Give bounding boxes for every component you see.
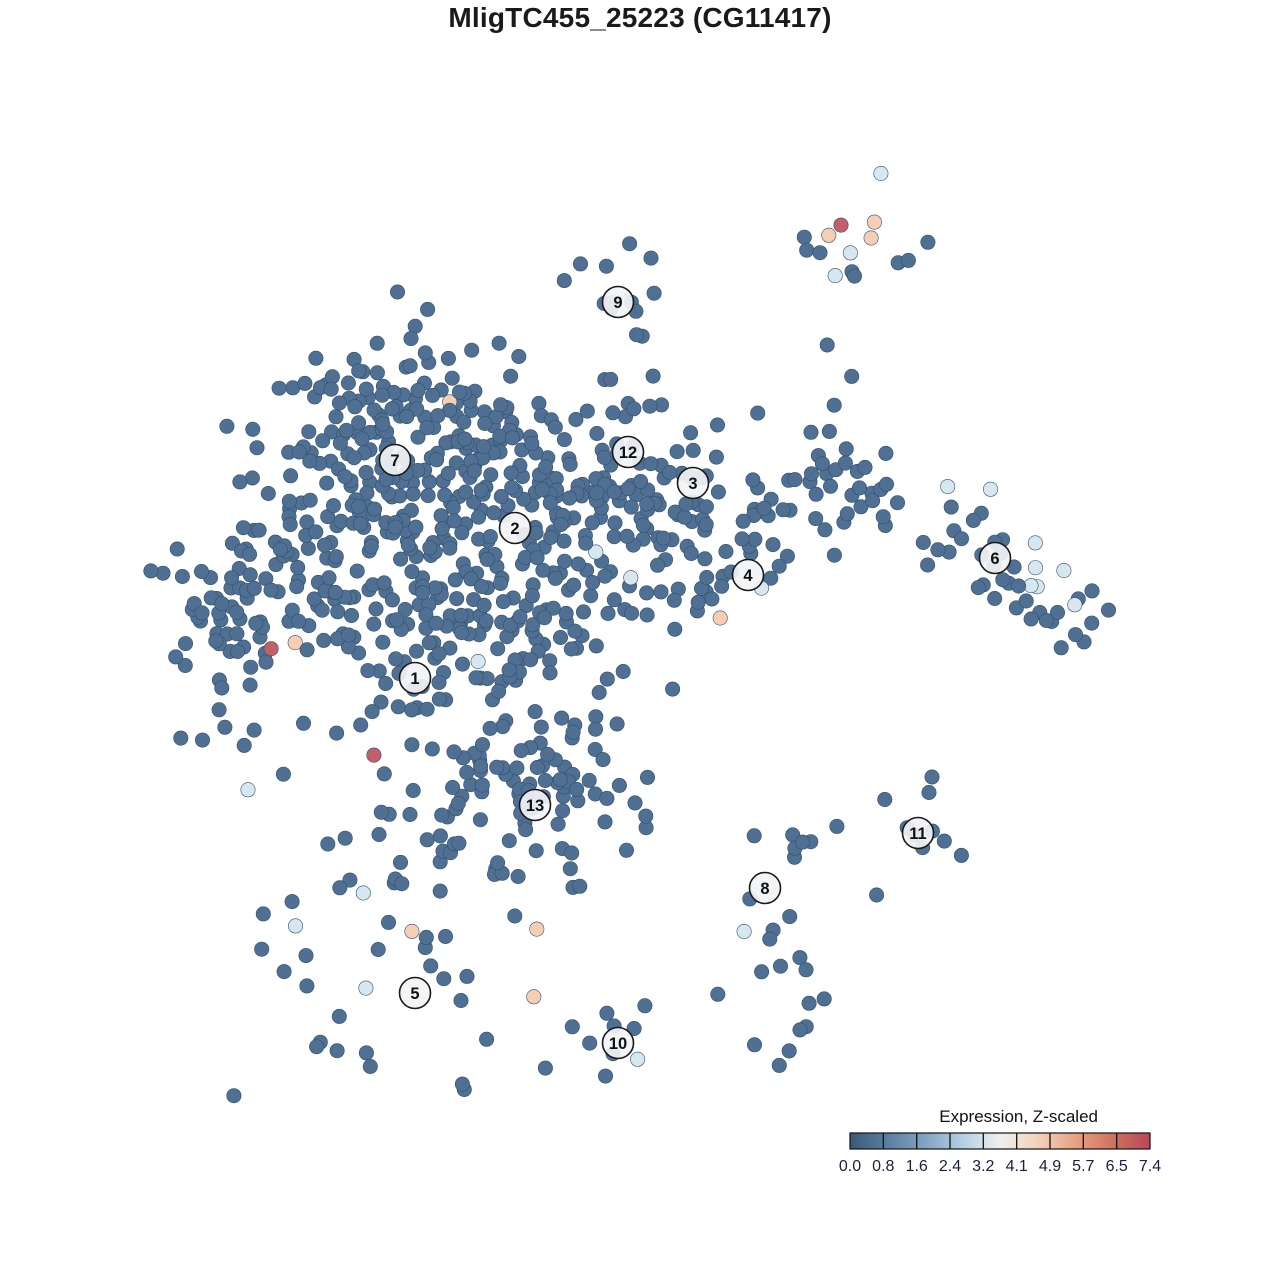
svg-text:1.6: 1.6 bbox=[906, 1158, 928, 1175]
svg-text:4.9: 4.9 bbox=[1039, 1158, 1061, 1175]
svg-text:0.0: 0.0 bbox=[839, 1158, 861, 1175]
svg-text:3.2: 3.2 bbox=[972, 1158, 994, 1175]
svg-text:1: 1 bbox=[410, 670, 419, 688]
svg-text:10: 10 bbox=[609, 1035, 627, 1053]
svg-text:12: 12 bbox=[619, 444, 637, 462]
svg-text:6: 6 bbox=[990, 550, 999, 568]
svg-text:5.7: 5.7 bbox=[1072, 1158, 1094, 1175]
svg-text:4.1: 4.1 bbox=[1006, 1158, 1028, 1175]
svg-text:7.4: 7.4 bbox=[1139, 1158, 1161, 1175]
svg-text:0.8: 0.8 bbox=[872, 1158, 894, 1175]
svg-text:4: 4 bbox=[743, 567, 753, 585]
svg-text:3: 3 bbox=[688, 475, 697, 493]
svg-text:Expression, Z-scaled: Expression, Z-scaled bbox=[939, 1107, 1098, 1126]
svg-text:13: 13 bbox=[526, 797, 544, 815]
svg-text:5: 5 bbox=[410, 985, 419, 1003]
svg-text:2: 2 bbox=[510, 520, 519, 538]
svg-text:9: 9 bbox=[613, 294, 622, 312]
svg-text:6.5: 6.5 bbox=[1106, 1158, 1128, 1175]
svg-text:11: 11 bbox=[909, 825, 926, 843]
svg-text:2.4: 2.4 bbox=[939, 1158, 961, 1175]
svg-text:8: 8 bbox=[760, 880, 769, 898]
svg-text:7: 7 bbox=[390, 452, 399, 470]
